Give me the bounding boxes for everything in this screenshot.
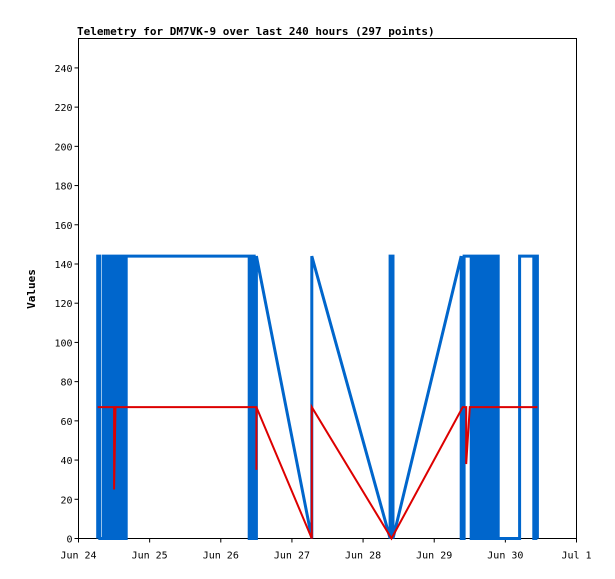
y-axis: 0 20 40 60 80 100 120 140 160 180 200 220 240 [54, 64, 79, 546]
y-tick-label: 200 [54, 142, 72, 153]
x-tick-label: Jun 25 [132, 551, 168, 562]
x-tick-label: Jul 1 [561, 551, 591, 562]
series-line-0 [96, 254, 539, 540]
y-tick-label: 120 [54, 299, 72, 310]
y-tick-label: 40 [60, 456, 72, 467]
x-tick-label: Jun 30 [487, 551, 523, 562]
y-tick-label: 140 [54, 260, 72, 271]
series-line-1 [97, 403, 538, 541]
x-tick-label: Jun 24 [60, 551, 96, 562]
x-tick-label: Jun 29 [416, 551, 452, 562]
y-tick-label: 100 [54, 338, 72, 349]
x-tick-label: Jun 27 [274, 551, 310, 562]
x-tick-label: Jun 28 [345, 551, 381, 562]
chart-title: Telemetry for DM7VK-9 over last 240 hour… [77, 25, 435, 38]
y-tick-label: 160 [54, 221, 72, 232]
y-tick-label: 0 [66, 535, 72, 546]
x-axis: Jun 24 Jun 25 Jun 26 Jun 27 Jun 28 Jun 29 Jun … [60, 538, 592, 562]
y-tick-label: 180 [54, 182, 72, 193]
y-tick-label: 80 [60, 378, 72, 389]
y-axis-label: Values [25, 269, 38, 309]
y-tick-label: 240 [54, 64, 72, 75]
y-tick-label: 20 [60, 495, 72, 506]
plot-frame [78, 38, 577, 539]
x-tick-label: Jun 26 [203, 551, 239, 562]
y-tick-label: 220 [54, 103, 72, 114]
series-layer [96, 254, 539, 541]
y-tick-label: 60 [60, 417, 72, 428]
series-line-2 [113, 407, 117, 490]
